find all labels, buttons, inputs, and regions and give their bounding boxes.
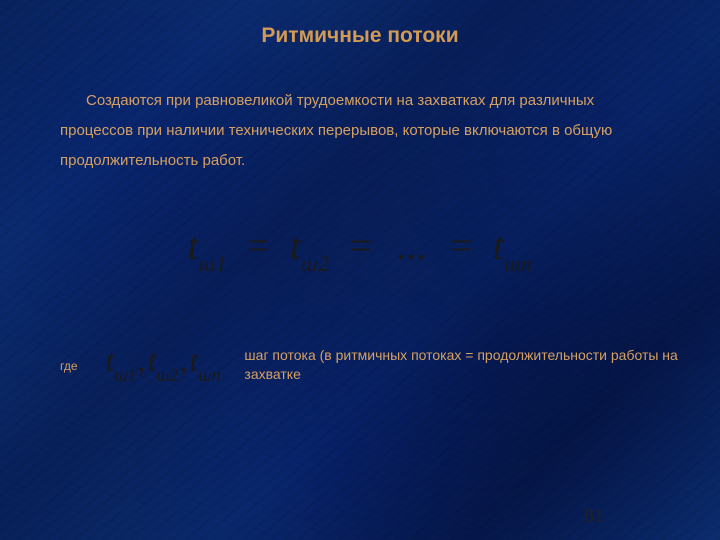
page-number: 81	[584, 505, 604, 528]
where-label: где	[60, 353, 78, 373]
var-t2: t	[290, 223, 301, 268]
wsub-b: ш2	[156, 365, 178, 385]
comma-2: ,	[178, 342, 189, 378]
dots: ...	[392, 223, 430, 268]
equals-2: =	[340, 223, 383, 268]
var-t1: t	[188, 223, 199, 268]
intro-paragraph: Создаются при равновеликой трудоемкости …	[60, 86, 660, 176]
sub-tn: шn	[504, 251, 533, 276]
sub-t2: ш2	[301, 251, 330, 276]
where-variables: tш1,tш2,tшn	[96, 342, 227, 383]
wsub-a: ш1	[114, 365, 136, 385]
slide: Ритмичные потоки Создаются при равновели…	[0, 0, 720, 540]
where-description: шаг потока (в ритмичных потоках = продол…	[244, 342, 680, 384]
wvar-c: t	[189, 342, 198, 378]
comma-1: ,	[136, 342, 147, 378]
var-tn: t	[493, 223, 504, 268]
wsub-c: шn	[198, 365, 220, 385]
main-equation: tш1 = tш2 = ... = tшn	[0, 222, 720, 274]
slide-title: Ритмичные потоки	[0, 24, 720, 48]
equals-1: =	[237, 223, 280, 268]
equals-3: =	[440, 223, 483, 268]
sub-t1: ш1	[199, 251, 228, 276]
where-row: где tш1,tш2,tшn шаг потока (в ритмичных …	[60, 342, 680, 384]
